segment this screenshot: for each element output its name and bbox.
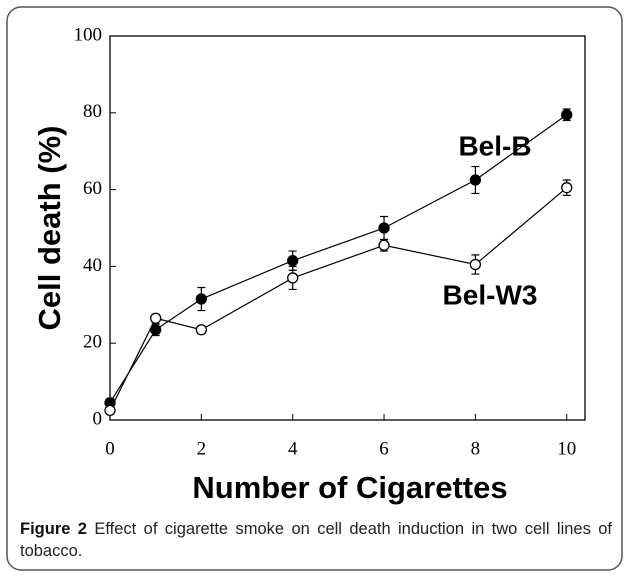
x-tick-label: 10	[557, 438, 576, 459]
data-point	[469, 258, 482, 271]
frame	[6, 6, 623, 571]
y-tick-label: 60	[83, 178, 102, 199]
data-point	[104, 404, 116, 417]
data-point	[195, 324, 207, 336]
plot-box	[109, 35, 586, 421]
series-label: Bel-B	[458, 130, 531, 161]
y-tick-label: 100	[74, 24, 103, 45]
x-tick-label: 4	[288, 438, 298, 459]
x-tick-label: 8	[471, 438, 481, 459]
y-tick-label: 0	[93, 408, 103, 429]
data-point	[469, 174, 482, 186]
x-tick-label: 6	[379, 438, 389, 459]
x-tick-label: 0	[105, 438, 115, 459]
data-point	[287, 272, 299, 284]
caption: Figure 2 Effect of cigarette smoke on ce…	[20, 518, 612, 562]
data-point	[195, 293, 207, 305]
y-tick-label: 40	[83, 255, 102, 276]
x-tick-label: 2	[197, 438, 207, 459]
caption-text: Effect of cigarette smoke on cell death …	[20, 520, 612, 560]
data-point	[378, 239, 390, 251]
y-tick-label: 80	[83, 101, 102, 122]
y-axis-label: Cell death (%)	[32, 126, 67, 331]
data-point	[561, 109, 573, 121]
data-point	[150, 312, 162, 324]
data-point	[287, 254, 299, 267]
data-point	[561, 182, 573, 194]
data-point	[378, 222, 390, 234]
x-axis-label: Number of Cigarettes	[192, 470, 507, 505]
y-tick-label: 20	[83, 332, 102, 353]
data-point	[150, 324, 162, 336]
caption-label: Figure 2	[20, 520, 87, 538]
series-label: Bel-W3	[443, 279, 538, 310]
